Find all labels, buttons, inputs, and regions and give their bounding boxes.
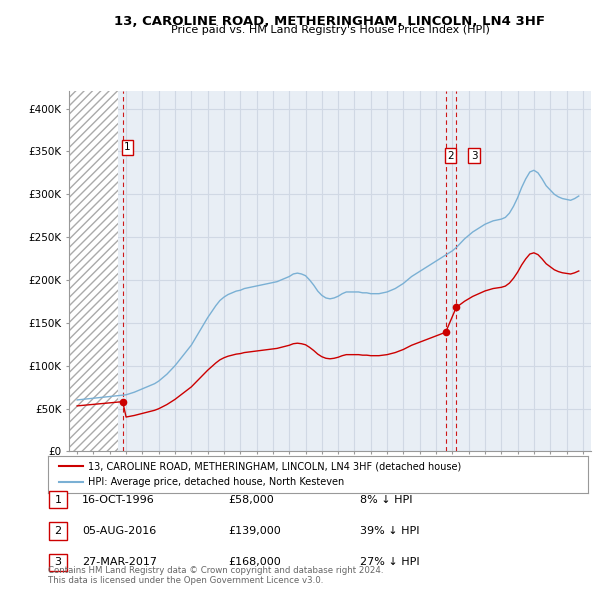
Text: 1: 1 — [55, 495, 61, 504]
FancyBboxPatch shape — [49, 491, 67, 509]
FancyBboxPatch shape — [49, 553, 67, 571]
Text: 2: 2 — [447, 150, 454, 160]
Text: Contains HM Land Registry data © Crown copyright and database right 2024.
This d: Contains HM Land Registry data © Crown c… — [48, 566, 383, 585]
Text: £58,000: £58,000 — [228, 495, 274, 504]
Text: 13, CAROLINE ROAD, METHERINGHAM, LINCOLN, LN4 3HF: 13, CAROLINE ROAD, METHERINGHAM, LINCOLN… — [115, 15, 545, 28]
FancyBboxPatch shape — [49, 522, 67, 540]
Text: £168,000: £168,000 — [228, 558, 281, 567]
Text: 8% ↓ HPI: 8% ↓ HPI — [360, 495, 413, 504]
Text: 2: 2 — [55, 526, 61, 536]
Text: 27-MAR-2017: 27-MAR-2017 — [82, 558, 157, 567]
Text: 3: 3 — [55, 558, 61, 567]
Text: 27% ↓ HPI: 27% ↓ HPI — [360, 558, 419, 567]
Text: 13, CAROLINE ROAD, METHERINGHAM, LINCOLN, LN4 3HF (detached house): 13, CAROLINE ROAD, METHERINGHAM, LINCOLN… — [89, 461, 462, 471]
Text: £139,000: £139,000 — [228, 526, 281, 536]
Text: 16-OCT-1996: 16-OCT-1996 — [82, 495, 155, 504]
Text: Price paid vs. HM Land Registry's House Price Index (HPI): Price paid vs. HM Land Registry's House … — [170, 25, 490, 35]
Text: 3: 3 — [471, 150, 478, 160]
Text: 05-AUG-2016: 05-AUG-2016 — [82, 526, 157, 536]
Bar — [69, 91, 118, 451]
Text: 39% ↓ HPI: 39% ↓ HPI — [360, 526, 419, 536]
Text: 1: 1 — [124, 142, 131, 152]
Text: HPI: Average price, detached house, North Kesteven: HPI: Average price, detached house, Nort… — [89, 477, 345, 487]
